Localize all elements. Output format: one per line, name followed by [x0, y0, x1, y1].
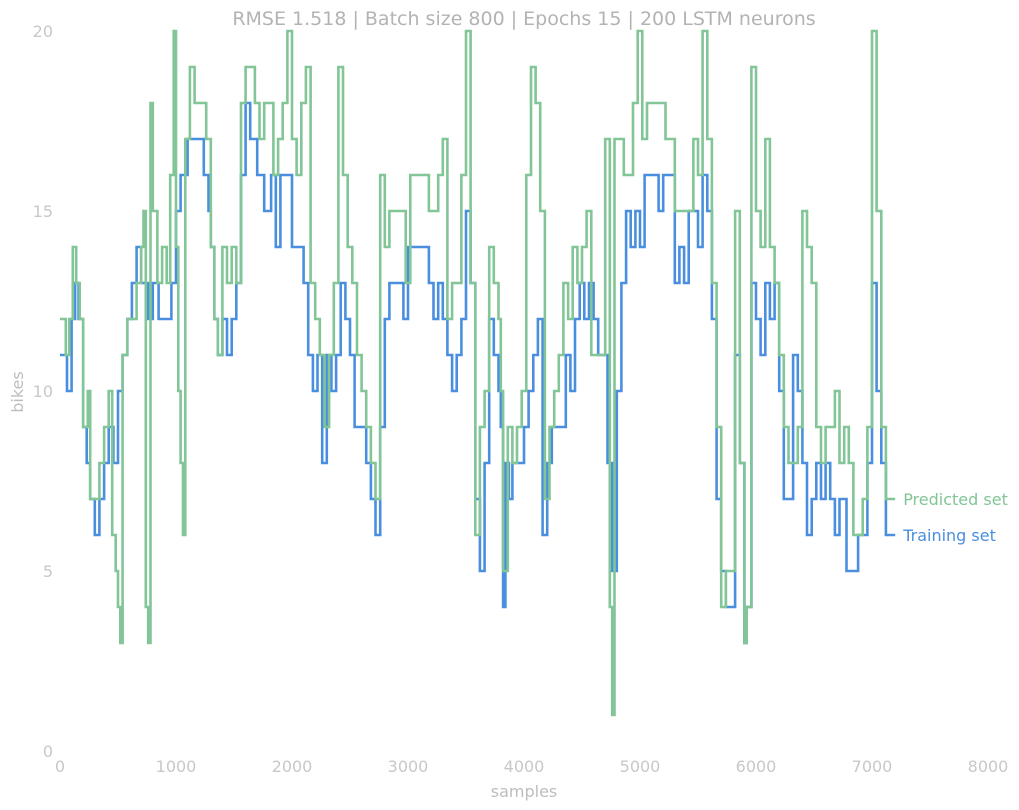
series-layer [60, 29, 896, 717]
x-tick-label: 0 [55, 757, 65, 776]
y-tick-label: 5 [43, 562, 53, 581]
series-labels: Training set Predicted set [902, 490, 1008, 545]
y-tick-label: 10 [33, 382, 53, 401]
x-axis-ticks: 0 1000 2000 3000 4000 5000 6000 7000 8000 [55, 757, 1008, 776]
series-label: Predicted set [903, 490, 1008, 509]
x-tick-label: 8000 [968, 757, 1009, 776]
x-tick-label: 6000 [736, 757, 777, 776]
x-tick-label: 4000 [504, 757, 545, 776]
y-tick-label: 20 [33, 22, 53, 41]
x-tick-label: 7000 [852, 757, 893, 776]
x-tick-label: 5000 [620, 757, 661, 776]
x-tick-label: 1000 [156, 757, 197, 776]
x-tick-label: 3000 [388, 757, 429, 776]
y-axis-label: bikes [8, 371, 27, 412]
x-axis-label: samples [491, 782, 558, 801]
y-tick-label: 15 [33, 202, 53, 221]
series-line-predicted-set [60, 29, 896, 717]
chart-title: RMSE 1.518 | Batch size 800 | Epochs 15 … [232, 8, 815, 30]
x-tick-label: 2000 [272, 757, 313, 776]
y-tick-label: 0 [43, 742, 53, 761]
y-axis-ticks: 0 5 10 15 20 [33, 22, 53, 761]
series-label: Training set [902, 526, 996, 545]
series-line-training-set [60, 101, 896, 645]
